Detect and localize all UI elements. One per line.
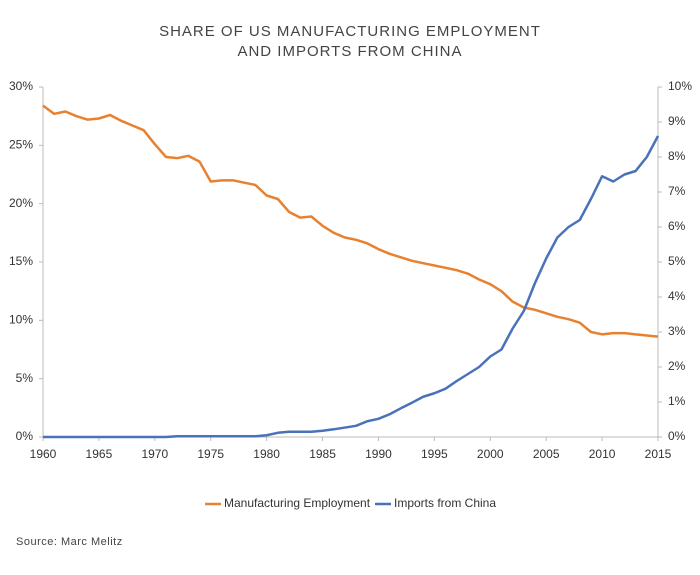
x-tick-label: 1960 xyxy=(30,447,57,461)
x-tick-label: 2000 xyxy=(477,447,504,461)
y-tick-label: 5% xyxy=(16,371,34,385)
y-tick-label: 10% xyxy=(9,313,33,327)
y-tick-label: 30% xyxy=(9,79,33,93)
y2-tick-label: 10% xyxy=(668,79,692,93)
y2-tick-label: 3% xyxy=(668,324,686,338)
x-tick-label: 1990 xyxy=(365,447,392,461)
x-tick-label: 1995 xyxy=(421,447,448,461)
x-tick-label: 1970 xyxy=(141,447,168,461)
y2-tick-label: 9% xyxy=(668,114,686,128)
y2-tick-label: 6% xyxy=(668,219,686,233)
y2-tick-label: 2% xyxy=(668,359,686,373)
legend-label: Imports from China xyxy=(394,496,496,510)
y-tick-label: 15% xyxy=(9,254,33,268)
data-line xyxy=(43,135,660,439)
x-tick-label: 1965 xyxy=(86,447,113,461)
chart-title: SHARE OF US MANUFACTURING EMPLOYMENT AND… xyxy=(159,23,541,60)
y-tick-label: 25% xyxy=(9,138,33,152)
x-tick-label: 2005 xyxy=(533,447,560,461)
source-note: Source: Marc Melitz xyxy=(16,536,123,548)
y2-tick-label: 1% xyxy=(668,394,686,408)
x-tick-label: 1985 xyxy=(309,447,336,461)
x-tick-label: 2015 xyxy=(645,447,672,461)
x-tick-label: 2010 xyxy=(589,447,616,461)
data-line xyxy=(42,104,659,338)
legend-label: Manufacturing Employment xyxy=(224,496,371,510)
y2-tick-label: 5% xyxy=(668,254,686,268)
x-tick-label: 1975 xyxy=(197,447,224,461)
y2-tick-label: 4% xyxy=(668,289,686,303)
y2-tick-label: 8% xyxy=(668,149,686,163)
y2-tick-label: 0% xyxy=(668,429,686,443)
y-tick-label: 20% xyxy=(9,196,33,210)
y2-tick-label: 7% xyxy=(668,184,686,198)
x-tick-label: 1980 xyxy=(253,447,280,461)
y-tick-label: 0% xyxy=(16,429,34,443)
